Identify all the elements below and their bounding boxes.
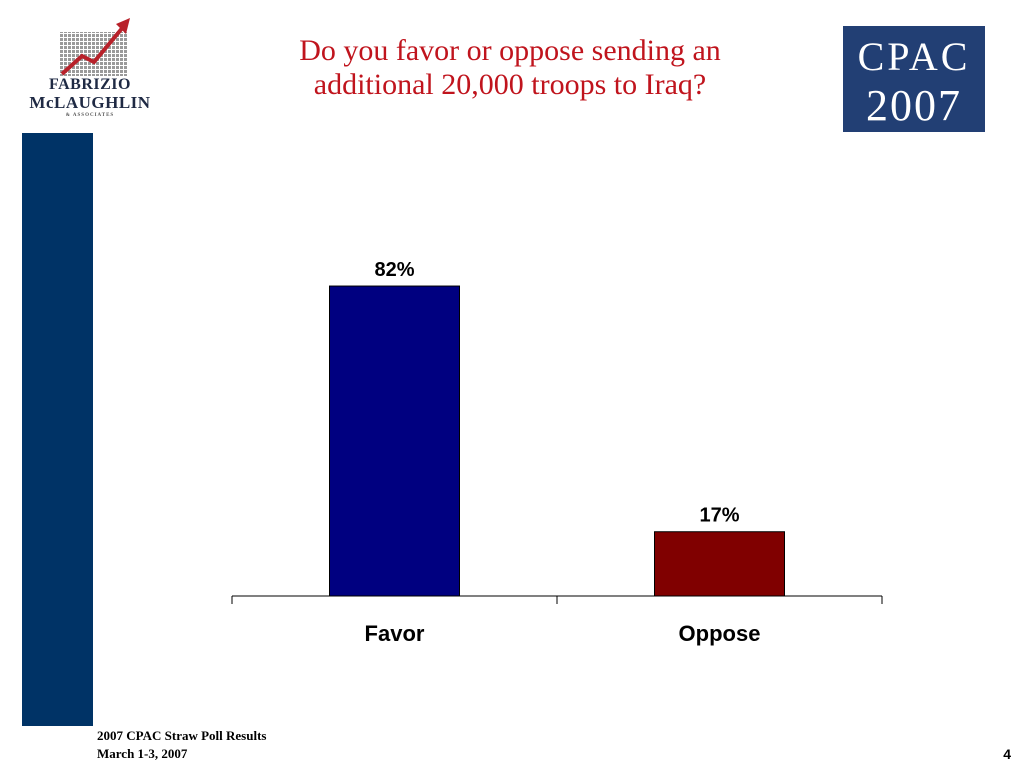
page-number: 4 xyxy=(1003,746,1011,762)
cpac-2007-logo: CPAC 2007 xyxy=(843,26,985,132)
logo-text-fabrizio: FABRIZIO xyxy=(49,76,131,93)
logo-text-associates: & ASSOCIATES xyxy=(65,113,115,118)
data-label-favor: 82% xyxy=(374,259,414,281)
slide-title-line-1: Do you favor or oppose sending an xyxy=(299,34,721,67)
labels-layer: 82% Favor 17% Oppose xyxy=(365,259,761,646)
data-label-oppose: 17% xyxy=(699,505,739,527)
slide-title-line-2: additional 20,000 troops to Iraq? xyxy=(313,68,707,101)
cpac-logo-year: 2007 xyxy=(866,81,962,130)
bar-oppose xyxy=(654,531,785,597)
bar-chart: 82% Favor 17% Oppose xyxy=(231,259,883,646)
footer-title: 2007 CPAC Straw Poll Results xyxy=(97,728,267,743)
cpac-logo-text: CPAC xyxy=(857,34,971,79)
category-label-oppose: Oppose xyxy=(679,621,761,646)
x-axis xyxy=(231,595,883,604)
footer-date: March 1-3, 2007 xyxy=(97,746,188,761)
slide-title: Do you favor or oppose sending an additi… xyxy=(180,34,840,102)
footer: 2007 CPAC Straw Poll Results March 1-3, … xyxy=(97,727,266,763)
fabrizio-mclaughlin-logo: FABRIZIO McLAUGHLIN & ASSOCIATES xyxy=(20,18,160,122)
bars-layer xyxy=(329,285,785,597)
side-bar xyxy=(22,133,93,726)
category-label-favor: Favor xyxy=(365,621,425,646)
logo-text-mclaughlin: McLAUGHLIN xyxy=(29,93,151,112)
rising-arrow-grid-icon xyxy=(60,18,130,76)
bar-favor xyxy=(329,285,460,597)
